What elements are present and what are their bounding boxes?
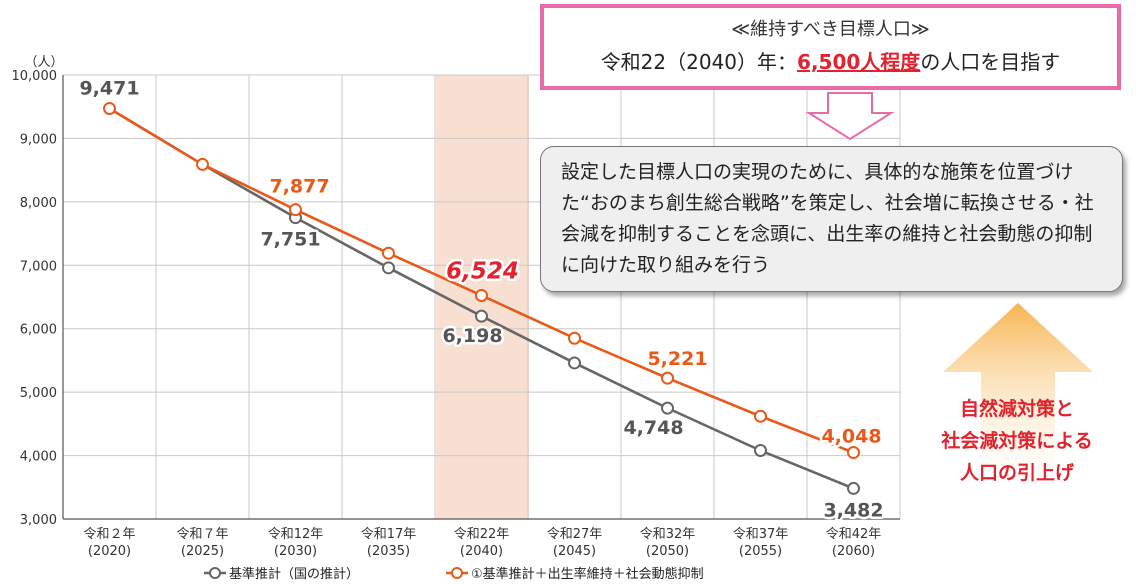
legend-label-target: ①基準推計＋出生率維持＋社会動態抑制 [471, 566, 704, 582]
up-arrow-icon [943, 303, 1093, 470]
x-tick-year: (2040) [460, 544, 503, 559]
series-point [754, 443, 767, 457]
data-label: 6,524 [446, 258, 519, 284]
effect-line-2: 社会減対策による [941, 430, 1093, 452]
legend: 基準推計（国の推計） ①基準推計＋出生率維持＋社会動態抑制 [204, 566, 704, 582]
data-label: 5,221 [647, 348, 707, 370]
x-tick-year: (2055) [739, 544, 782, 559]
legend-marker-base [209, 567, 221, 579]
series-point [196, 157, 209, 171]
x-tick-year: (2030) [274, 544, 317, 559]
x-tick-year: (2045) [553, 544, 596, 559]
x-tick-year: (2050) [646, 544, 689, 559]
effect-text: 自然減対策と 社会減対策による 人口の引上げ [912, 393, 1122, 489]
down-arrow-icon [805, 92, 895, 141]
y-tick-label: 6,000 [20, 323, 57, 338]
target-population-box: ≪維持すべき目標人口≫ 令和22（2040）年：6,500人程度の人口を目指す [540, 4, 1121, 90]
series-point [847, 446, 860, 460]
series-point [568, 331, 581, 345]
y-tick-label: 9,000 [20, 132, 57, 147]
grid-lines [62, 74, 901, 520]
y-tick-label: 7,000 [20, 259, 57, 274]
strategy-text: 設定した目標人口の実現のために、具体的な施策を位置づけた“おのまち創生総合戦略”… [561, 161, 1094, 276]
y-tick-label: 4,000 [20, 450, 57, 465]
y-tick-label: 5,000 [20, 386, 57, 401]
target-line: 令和22（2040）年：6,500人程度の人口を目指す [544, 48, 1117, 76]
x-tick-label: 令和22年 [454, 527, 510, 542]
x-tick-label: 令和37年 [733, 527, 789, 542]
x-tick-year: (2020) [88, 544, 131, 559]
data-label-layer: 9,471 7,751 6,198 4,748 3,482 7,877 6,524 5,221… [77, 75, 886, 524]
x-tick-label: 令和17年 [361, 527, 417, 542]
x-tick-year: (2060) [832, 544, 875, 559]
legend-label-base: 基準推計（国の推計） [229, 566, 359, 582]
target-title: ≪維持すべき目標人口≫ [731, 19, 930, 40]
y-tick-label: 3,000 [20, 513, 57, 528]
x-tick-label: 令和２年 [83, 527, 135, 542]
x-tick-label: 令和７年 [176, 527, 228, 542]
y-axis-unit: （人） [24, 55, 63, 70]
series-point [475, 309, 488, 323]
target-suffix: の人口を目指す [920, 50, 1061, 74]
series-point [847, 481, 860, 495]
series-point [661, 401, 674, 415]
data-label: 4,048 [821, 426, 881, 448]
effect-line-1: 自然減対策と [959, 398, 1074, 420]
series-point [475, 288, 488, 302]
x-tick-label: 令和27年 [547, 527, 603, 542]
series-point [289, 203, 302, 217]
x-tick-year: (2035) [367, 544, 410, 559]
series-point [661, 371, 674, 385]
series-point [382, 261, 395, 275]
series-layer [103, 102, 860, 495]
x-tick-year: (2025) [181, 544, 224, 559]
data-label: 7,877 [269, 176, 329, 198]
legend-marker-target [451, 567, 463, 579]
y-tick-label: 10,000 [12, 69, 58, 84]
axis-labels: 3,000 4,000 5,000 6,000 7,000 8,000 9,000 10,00… [12, 69, 882, 559]
series-point [754, 409, 767, 423]
series-point [103, 102, 116, 116]
data-label: 7,751 [260, 229, 320, 251]
data-label: 9,471 [79, 78, 139, 100]
series-point [382, 246, 395, 260]
effect-line-3: 人口の引上げ [959, 462, 1074, 484]
x-tick-label: 令和32年 [640, 527, 696, 542]
strategy-callout: 設定した目標人口の実現のために、具体的な施策を位置づけた“おのまち創生総合戦略”… [540, 146, 1123, 292]
target-prefix: 令和22（2040）年： [600, 50, 798, 74]
y-tick-label: 8,000 [20, 196, 57, 211]
series-point [568, 356, 581, 370]
data-label: 6,198 [442, 325, 502, 347]
data-label: 3,482 [823, 499, 883, 521]
data-label: 4,748 [623, 417, 683, 439]
target-value: 6,500人程度 [797, 50, 921, 74]
x-tick-label: 令和42年 [826, 527, 882, 542]
x-tick-label: 令和12年 [268, 527, 324, 542]
